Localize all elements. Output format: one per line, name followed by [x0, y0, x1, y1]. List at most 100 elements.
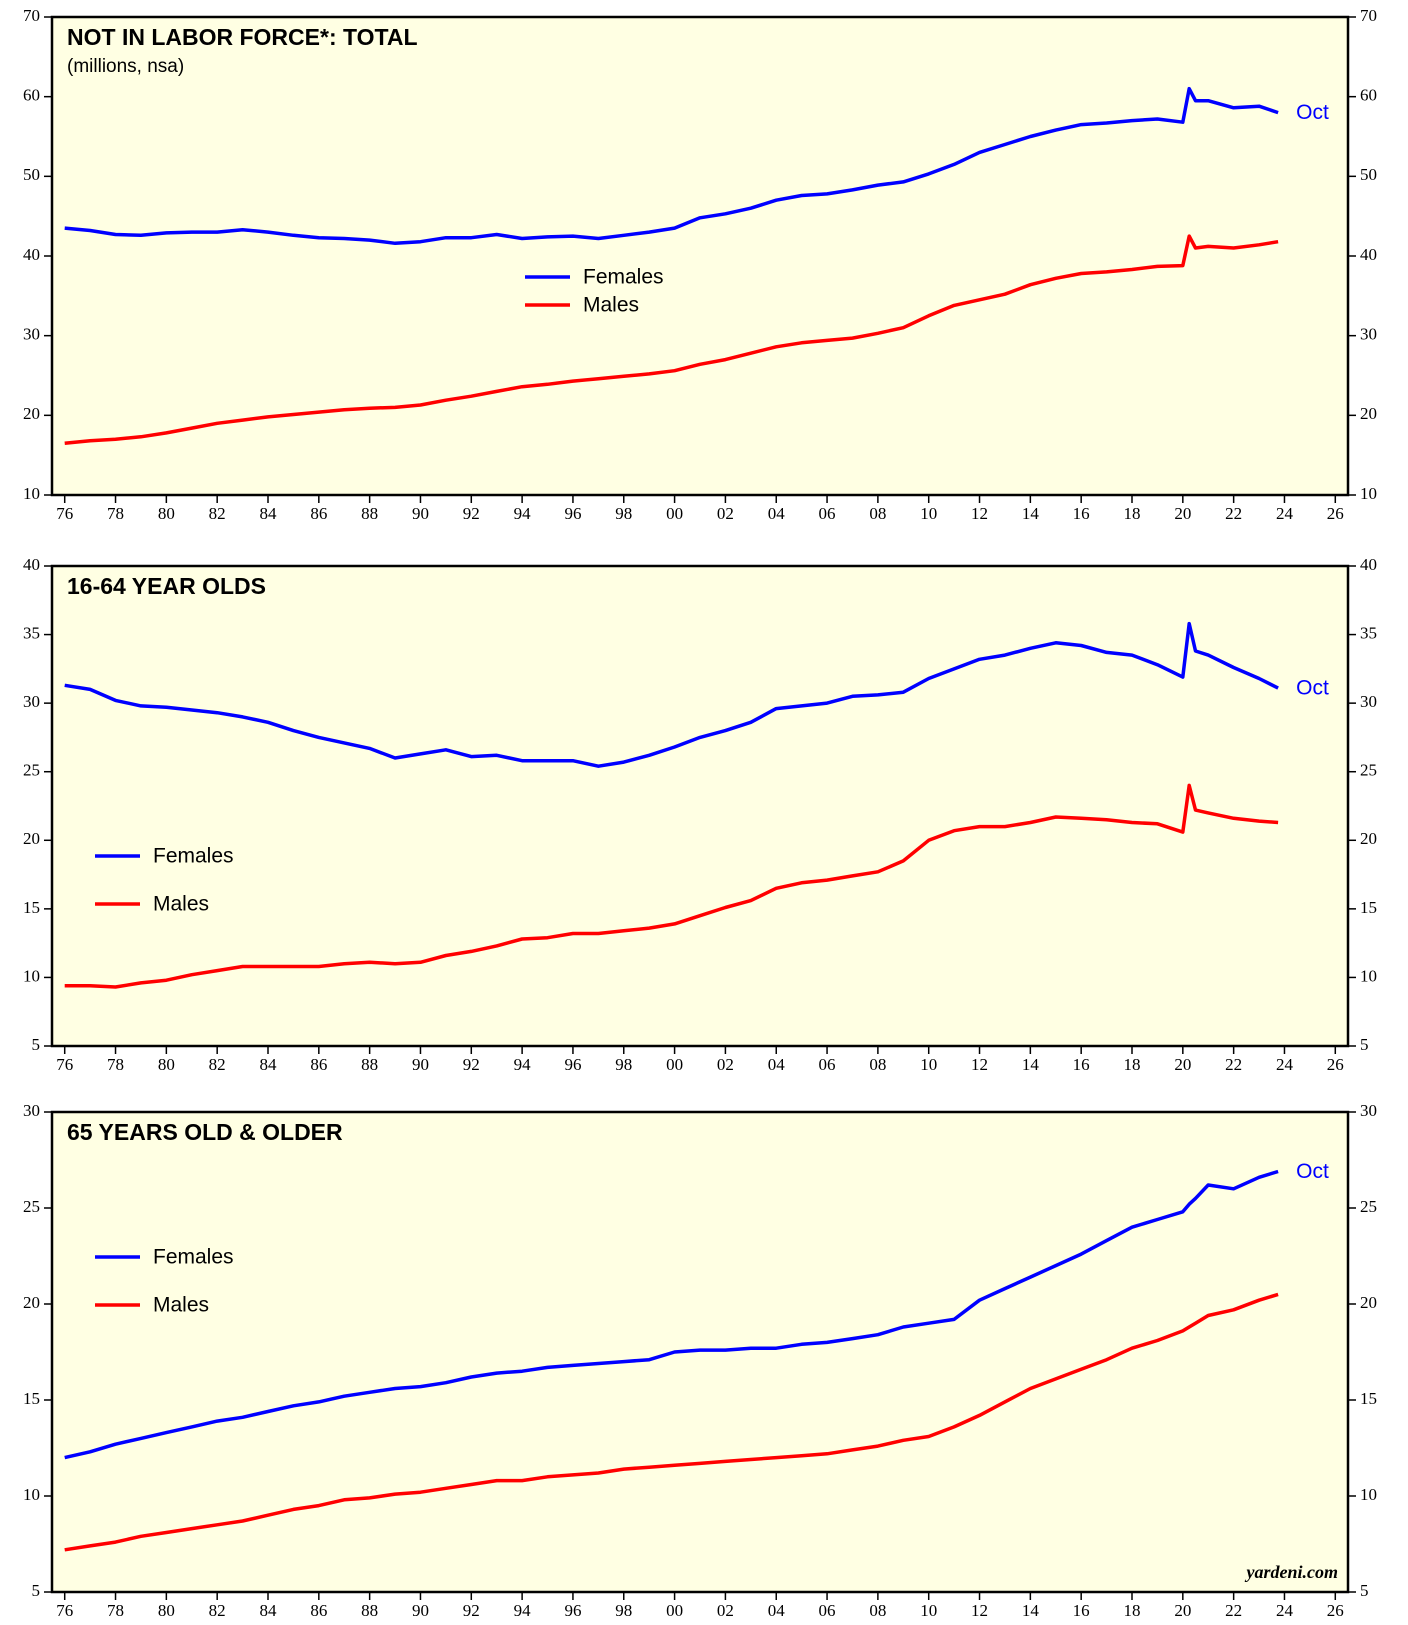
x-tick-label: 16 [1073, 1601, 1090, 1620]
y-tick-label-right: 20 [1360, 1293, 1377, 1312]
x-tick-label: 86 [310, 1055, 327, 1074]
x-tick-label: 26 [1327, 1601, 1344, 1620]
x-tick-label: 06 [819, 1601, 836, 1620]
x-tick-label: 12 [971, 1601, 988, 1620]
x-tick-label: 78 [107, 1601, 124, 1620]
x-tick-label: 84 [260, 504, 278, 523]
y-tick-label: 40 [23, 245, 40, 264]
x-tick-label: 96 [564, 504, 581, 523]
legend-label: Males [153, 893, 209, 916]
end-label: Oct [1296, 677, 1329, 700]
series-line [64, 234, 1279, 445]
x-tick-label: 14 [1022, 1055, 1040, 1074]
x-tick-label: 10 [920, 1055, 937, 1074]
y-tick-label-right: 10 [1360, 484, 1377, 503]
x-tick-label: 20 [1174, 1601, 1191, 1620]
x-tick-label: 78 [107, 504, 124, 523]
x-tick-label: 06 [819, 1055, 836, 1074]
x-tick-label: 92 [463, 1601, 480, 1620]
x-tick-label: 02 [717, 1601, 734, 1620]
y-tick-label: 50 [23, 165, 40, 184]
x-tick-label: 12 [971, 504, 988, 523]
x-tick-label: 22 [1225, 504, 1242, 523]
x-tick-label: 22 [1225, 1601, 1242, 1620]
x-tick-label: 14 [1022, 1601, 1040, 1620]
x-tick-label: 94 [514, 1601, 532, 1620]
y-tick-label: 10 [23, 1485, 40, 1504]
x-tick-label: 00 [666, 504, 683, 523]
legend-label: Males [583, 294, 639, 317]
series-line [64, 1169, 1279, 1460]
x-tick-label: 82 [209, 1601, 226, 1620]
y-tick-label-right: 30 [1360, 1101, 1377, 1120]
y-tick-label-right: 30 [1360, 325, 1377, 344]
series-line [64, 86, 1279, 246]
y-tick-label-right: 70 [1360, 6, 1377, 25]
x-tick-label: 92 [463, 504, 480, 523]
x-tick-label: 90 [412, 504, 429, 523]
y-tick-label: 25 [23, 1197, 40, 1216]
x-tick-label: 00 [666, 1601, 683, 1620]
x-tick-label: 10 [920, 1601, 937, 1620]
x-tick-label: 76 [56, 1601, 73, 1620]
y-tick-label-right: 30 [1360, 692, 1377, 711]
plot-area [52, 1112, 1348, 1592]
x-tick-label: 16 [1073, 1055, 1090, 1074]
y-tick-label: 40 [23, 555, 40, 574]
x-tick-label: 94 [514, 1055, 532, 1074]
y-tick-label: 35 [23, 623, 40, 642]
plot-frame [50, 564, 1350, 1048]
y-tick-label-right: 25 [1360, 1197, 1377, 1216]
plot-frame [50, 1110, 1350, 1594]
y-tick-label: 10 [23, 966, 40, 985]
y-tick-label: 5 [32, 1035, 41, 1054]
y-tick-label-right: 15 [1360, 1389, 1377, 1408]
end-label: Oct [1296, 101, 1329, 124]
y-tick-label-right: 25 [1360, 761, 1377, 780]
chart-title: NOT IN LABOR FORCE*: TOTAL [67, 24, 418, 50]
x-tick-label: 98 [615, 1601, 632, 1620]
x-tick-label: 24 [1276, 1601, 1294, 1620]
legend-label: Females [153, 1246, 234, 1269]
x-tick-label: 20 [1174, 504, 1191, 523]
chart-title: 16-64 YEAR OLDS [67, 573, 266, 599]
x-tick-label: 24 [1276, 504, 1294, 523]
y-tick-label-right: 50 [1360, 165, 1377, 184]
y-tick-label: 15 [23, 1389, 40, 1408]
x-tick-label: 88 [361, 1055, 378, 1074]
x-tick-label: 98 [615, 504, 632, 523]
y-tick-label: 20 [23, 404, 40, 423]
x-tick-label: 04 [768, 504, 786, 523]
plot-area [52, 17, 1348, 495]
y-tick-label: 5 [32, 1581, 41, 1600]
legend-label: Females [153, 845, 234, 868]
x-tick-label: 88 [361, 504, 378, 523]
x-tick-label: 04 [768, 1055, 786, 1074]
y-tick-label-right: 20 [1360, 404, 1377, 423]
x-tick-label: 24 [1276, 1055, 1294, 1074]
x-tick-label: 16 [1073, 504, 1090, 523]
legend-label: Males [153, 1294, 209, 1317]
x-tick-label: 00 [666, 1055, 683, 1074]
x-tick-label: 86 [310, 504, 327, 523]
y-tick-label-right: 10 [1360, 1485, 1377, 1504]
y-tick-label-right: 35 [1360, 623, 1377, 642]
x-tick-label: 94 [514, 504, 532, 523]
y-tick-label-right: 60 [1360, 86, 1377, 105]
y-tick-label-right: 20 [1360, 829, 1377, 848]
end-label: Oct [1296, 1160, 1329, 1183]
y-tick-label: 20 [23, 1293, 40, 1312]
x-tick-label: 08 [869, 1601, 886, 1620]
x-tick-label: 26 [1327, 504, 1344, 523]
x-tick-label: 02 [717, 1055, 734, 1074]
x-tick-label: 18 [1124, 1055, 1141, 1074]
x-tick-label: 22 [1225, 1055, 1242, 1074]
y-tick-label-right: 40 [1360, 245, 1377, 264]
series-line [64, 621, 1279, 768]
x-tick-label: 08 [869, 504, 886, 523]
x-tick-label: 18 [1124, 1601, 1141, 1620]
y-tick-label: 30 [23, 692, 40, 711]
x-tick-label: 80 [158, 1055, 175, 1074]
source: yardeni.com [1245, 1562, 1339, 1582]
